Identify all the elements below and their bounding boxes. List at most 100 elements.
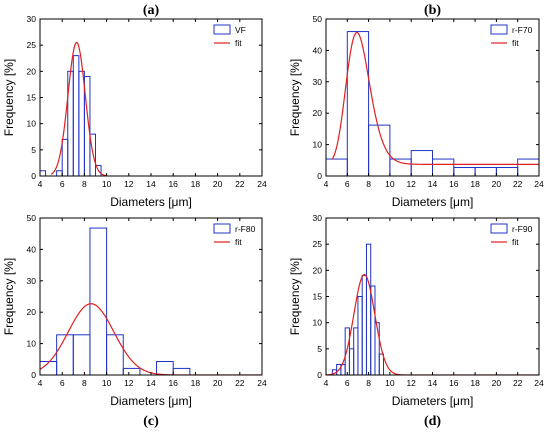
legend-label-fit: fit [512, 237, 519, 247]
histogram-bar [56, 170, 63, 176]
histogram-bar [56, 334, 74, 375]
histogram-bar [365, 243, 372, 375]
x-tick-label: 6 [60, 179, 65, 189]
x-tick-label: 20 [213, 179, 223, 189]
x-tick-label: 14 [428, 378, 438, 388]
x-tick-label: 12 [406, 179, 416, 189]
x-tick-label: 10 [102, 378, 112, 388]
x-tick-label: 18 [470, 378, 480, 388]
y-axis-label: Frequency [%] [288, 258, 302, 335]
chart-panel-b: 4 6 8 10 12 14 16 18 20 22 24 0 10 20 30 40 50 Diameters … [288, 3, 544, 209]
histogram-bars [40, 227, 191, 375]
fit-curve [326, 273, 539, 375]
histogram-bar [72, 55, 80, 176]
x-tick-label: 20 [213, 378, 223, 388]
y-tick-label: 20 [313, 265, 323, 275]
x-axis-label: Diameters [μm] [392, 394, 474, 408]
histogram-bars [331, 243, 385, 375]
x-tick-label: 4 [38, 378, 43, 388]
x-tick-label: 6 [60, 378, 65, 388]
x-tick-label: 12 [406, 378, 416, 388]
x-tick-label: 6 [345, 179, 350, 189]
y-tick-label: 20 [27, 66, 37, 76]
histogram-bar [344, 327, 350, 375]
y-axis-label: Frequency [%] [2, 59, 16, 136]
x-tick-label: 22 [513, 179, 523, 189]
y-tick-label: 40 [27, 244, 37, 254]
histogram-bar [453, 167, 476, 176]
x-tick-label: 24 [534, 378, 544, 388]
x-tick-label: 16 [168, 179, 178, 189]
y-tick-label: 30 [27, 14, 37, 24]
y-tick-label: 30 [313, 77, 323, 87]
x-tick-label: 8 [366, 179, 371, 189]
x-axis-label: Diameters [μm] [392, 195, 474, 209]
y-tick-label: 50 [27, 213, 37, 223]
x-tick-label: 16 [168, 378, 178, 388]
y-tick-label: 50 [313, 14, 323, 24]
histogram-bar [78, 70, 85, 176]
y-axis-label: Frequency [%] [288, 59, 302, 136]
y-tick-label: 25 [27, 40, 37, 50]
histogram-bar [378, 353, 385, 375]
histogram-bar [83, 76, 91, 176]
y-tick-label: 20 [27, 307, 37, 317]
y-tick-label: 10 [313, 140, 323, 150]
x-tick-label: 14 [146, 179, 156, 189]
histogram-bar [348, 348, 355, 375]
legend-label-fit: fit [235, 237, 242, 247]
x-tick-label: 10 [385, 378, 395, 388]
y-tick-label: 0 [31, 370, 36, 380]
y-tick-label: 5 [317, 344, 322, 354]
histogram-bar [346, 31, 370, 176]
panel-title: (a) [143, 3, 160, 18]
x-tick-label: 8 [82, 378, 87, 388]
x-axis-label: Diameters [μm] [110, 394, 192, 408]
histogram-bar [40, 170, 47, 176]
histogram-bar [357, 296, 363, 375]
panel-title: (b) [424, 3, 441, 18]
y-tick-label: 30 [313, 213, 323, 223]
x-tick-label: 24 [534, 179, 544, 189]
legend-label-series: r-F80 [235, 224, 256, 234]
legend-label-series: VF [235, 25, 246, 35]
x-tick-label: 4 [38, 179, 43, 189]
x-tick-label: 24 [257, 378, 267, 388]
x-tick-label: 10 [102, 179, 112, 189]
legend-label-fit: fit [512, 38, 519, 48]
y-tick-label: 15 [27, 93, 37, 103]
legend-swatch-bars [213, 24, 231, 35]
histogram-bar [495, 167, 519, 176]
y-tick-label: 15 [313, 292, 323, 302]
x-tick-label: 22 [513, 378, 523, 388]
fit-curve [331, 31, 539, 165]
panel-title: (d) [424, 414, 441, 429]
legend-swatch-bars [490, 223, 508, 234]
y-tick-label: 10 [313, 318, 323, 328]
x-tick-label: 22 [235, 179, 245, 189]
x-tick-label: 8 [82, 179, 87, 189]
x-tick-label: 20 [492, 179, 502, 189]
histogram-bar [61, 138, 69, 176]
y-axis-label: Frequency [%] [2, 258, 16, 335]
legend-swatch-bars [213, 223, 231, 234]
chart-panel-d: 4 6 8 10 12 14 16 18 20 22 24 0 5 10 15 20 25 30 Diameters… [288, 213, 544, 429]
histogram-bar [326, 158, 348, 176]
fit-curve [50, 41, 107, 176]
x-tick-label: 20 [492, 378, 502, 388]
x-tick-label: 14 [146, 378, 156, 388]
x-tick-label: 16 [449, 179, 459, 189]
x-axis-label: Diameters [μm] [110, 195, 192, 209]
histogram-bar [389, 158, 412, 176]
y-tick-label: 20 [313, 108, 323, 118]
y-tick-label: 10 [27, 119, 37, 129]
y-tick-label: 5 [31, 145, 36, 155]
histogram-bar [368, 124, 391, 176]
histogram-bar [122, 367, 141, 375]
x-tick-label: 4 [324, 179, 329, 189]
chart-panel-c: 4 6 8 10 12 14 16 18 20 22 24 0 10 20 30 40 50 Diameters … [2, 213, 267, 429]
histogram-bar [370, 285, 376, 375]
legend-label-fit: fit [235, 38, 242, 48]
y-tick-label: 0 [317, 370, 322, 380]
